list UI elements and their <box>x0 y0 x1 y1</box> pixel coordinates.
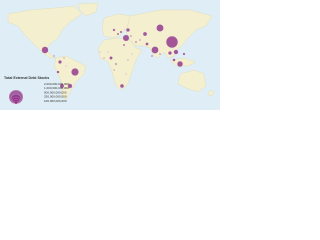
bubble <box>166 36 178 48</box>
bubble <box>182 52 186 56</box>
bubble <box>122 43 126 47</box>
bubble <box>114 62 118 66</box>
south-america <box>53 55 87 101</box>
bubble <box>59 83 65 89</box>
bubble <box>145 42 149 46</box>
bubble <box>63 57 65 59</box>
bubble <box>116 32 120 36</box>
land <box>7 2 215 101</box>
bubble <box>168 51 172 55</box>
bubble <box>58 60 62 64</box>
bubble <box>127 59 129 61</box>
bubble <box>151 55 153 57</box>
map: Total External Debt Stocks 2,000,000,000… <box>0 0 220 110</box>
legend-label: 2,000,000,000,000 <box>44 82 69 86</box>
bubbles <box>41 24 186 89</box>
new-zealand <box>207 89 215 97</box>
bubble <box>159 53 161 55</box>
legend-label: 250,000,000,000 <box>44 95 67 99</box>
bubble <box>67 83 73 89</box>
bubble <box>130 35 132 37</box>
bubble <box>151 46 159 54</box>
bubble <box>177 61 183 67</box>
legend-label: 100,000,000,000 <box>44 99 67 103</box>
legend-title: Total External Debt Stocks <box>4 76 49 80</box>
australia <box>177 69 207 93</box>
bubble <box>99 51 101 53</box>
bubble <box>135 41 137 43</box>
greenland <box>77 2 99 17</box>
bubble <box>53 55 55 57</box>
legend-label: 500,000,000,000 <box>44 90 67 94</box>
bubble <box>103 57 105 59</box>
asia <box>125 9 213 59</box>
bubble <box>173 49 179 55</box>
bubble <box>71 68 79 76</box>
bubble <box>119 30 123 34</box>
bubble <box>119 83 125 89</box>
bubble <box>131 53 133 55</box>
africa <box>97 37 143 91</box>
bubble <box>41 46 49 54</box>
bubble <box>112 28 116 32</box>
legend-bubble <box>14 100 18 105</box>
bubble <box>125 73 127 75</box>
bubble <box>156 24 164 32</box>
bubble <box>65 65 67 67</box>
legend-label: 1,000,000,000,000 <box>44 86 69 90</box>
europe <box>101 13 133 39</box>
bubble <box>122 34 130 42</box>
bubble <box>172 58 176 62</box>
bubble <box>109 56 113 60</box>
bubble <box>107 51 109 53</box>
bubble <box>126 28 130 32</box>
bubble <box>142 31 148 37</box>
bubble <box>56 70 60 74</box>
maritime-asia <box>169 57 197 67</box>
bubble <box>113 69 115 71</box>
legend: Total External Debt Stocks 2,000,000,000… <box>4 76 69 105</box>
bubble <box>139 39 141 41</box>
